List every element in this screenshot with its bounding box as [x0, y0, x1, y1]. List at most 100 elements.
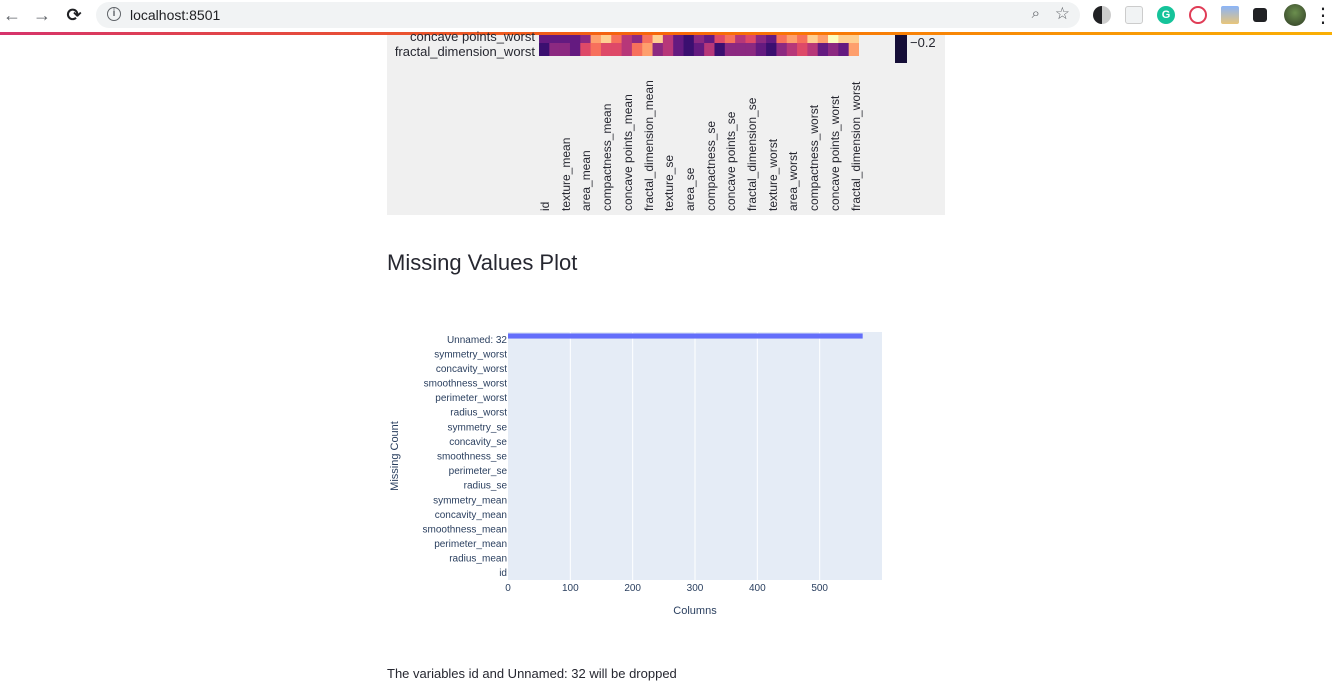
drop-variables-note: The variables id and Unnamed: 32 will be… [387, 666, 677, 681]
heatmap-cell [631, 35, 643, 43]
heatmap-row-label: fractal_dimension_worst [394, 44, 535, 59]
zoom-icon[interactable]: ⌕ [1031, 5, 1040, 22]
missing-values-chart[interactable]: 0 100 200 300 400 500 id radius_mean perimeter_m… [387, 320, 887, 620]
heatmap-column-label: concave points_mean [620, 94, 635, 211]
heatmap-cell [735, 35, 746, 43]
colorbar-tick-label: −0.2 [910, 35, 936, 50]
bar [508, 333, 863, 339]
heatmap-row-label: concave points_worst [409, 29, 535, 44]
y-tick-label: symmetry_worst [434, 349, 507, 360]
y-tick-label: symmetry_mean [433, 495, 507, 506]
heatmap-cell [611, 43, 622, 56]
heatmap-cell [549, 35, 561, 43]
correlation-heatmap: concave points_worst fractal_dimension_w… [387, 29, 945, 215]
heatmap-cell [600, 43, 612, 56]
heatmap-cell [539, 35, 550, 43]
heatmap-cell [776, 35, 788, 43]
heatmap-cell [735, 43, 746, 56]
heatmap-cell [673, 35, 684, 43]
y-tick-label: symmetry_se [448, 422, 508, 433]
reload-icon[interactable]: ⟳ [66, 4, 82, 25]
y-tick-label: perimeter_se [449, 466, 508, 477]
heatmap-cell [590, 35, 602, 43]
heatmap-cell [807, 43, 819, 56]
heatmap-cell [662, 35, 674, 43]
heatmap-cell [848, 43, 859, 56]
y-tick-label: smoothness_worst [424, 379, 508, 390]
heatmap-column-label: fractal_dimension_worst [848, 81, 863, 211]
heatmap-cell [704, 43, 715, 56]
heatmap-column-label: compactness_mean [600, 103, 615, 211]
heatmap-colorbar [895, 35, 907, 63]
heatmap-cell [642, 43, 653, 56]
heatmap-cell [642, 35, 653, 43]
back-icon[interactable]: ← [3, 4, 21, 25]
heatmap-cell [724, 43, 736, 56]
heatmap-cell [693, 35, 705, 43]
reader-extension-icon[interactable] [1125, 6, 1143, 24]
heatmap-cell [621, 43, 633, 56]
heatmap-cell [714, 43, 726, 56]
heatmap-column-label: fractal_dimension_se [745, 97, 759, 211]
y-axis-title: Missing Count [389, 421, 401, 491]
profile-avatar[interactable] [1284, 4, 1306, 26]
more-menu-icon[interactable]: ⋮ [1313, 4, 1332, 27]
heatmap-cell [828, 35, 839, 43]
y-tick-label: smoothness_mean [423, 524, 508, 535]
heatmap-cell [662, 43, 674, 56]
heatmap-column-label: fractal_dimension_mean [641, 80, 656, 211]
contrast-extension-icon[interactable] [1093, 6, 1111, 24]
heatmap-cell [559, 43, 571, 56]
address-bar[interactable]: i localhost:8501 ⌕ ☆ [96, 2, 1080, 28]
bookmark-star-icon[interactable]: ☆ [1054, 4, 1070, 23]
forward-icon[interactable]: → [33, 4, 51, 25]
heatmap-cell [766, 43, 777, 56]
heatmap-cell [714, 35, 726, 43]
loading-progress-bar [0, 32, 1332, 35]
puzzle-extensions-icon[interactable] [1253, 8, 1267, 22]
image-extension-icon[interactable] [1221, 6, 1239, 24]
heatmap-cell [724, 35, 736, 43]
heatmap-cell [838, 43, 850, 56]
heatmap-cell [673, 43, 684, 56]
y-tick-label: radius_se [464, 481, 508, 492]
heatmap-cell [652, 35, 664, 43]
heatmap-cell [621, 35, 633, 43]
heatmap-column-label: compactness_worst [807, 104, 822, 211]
heatmap-cell [817, 35, 829, 43]
heatmap-cell [580, 35, 592, 43]
heatmap-cells [539, 35, 859, 56]
browser-toolbar: ← → ⟳ i localhost:8501 ⌕ ☆ G ⋮ [0, 0, 1332, 32]
heatmap-cell [549, 43, 561, 56]
heatmap-cell [693, 43, 705, 56]
heatmap-column-label: area_se [682, 167, 697, 211]
x-tick-label: 500 [811, 583, 828, 594]
x-tick-label: 400 [749, 583, 766, 594]
swirl-extension-icon[interactable] [1189, 6, 1207, 24]
heatmap-column-label: id [538, 201, 552, 211]
y-tick-label: perimeter_mean [434, 539, 507, 550]
x-axis-title: Columns [673, 605, 717, 617]
heatmap-column-label: concave points_se [724, 111, 739, 211]
heatmap-cell [766, 35, 777, 43]
heatmap-cell [683, 35, 695, 43]
heatmap-cell [580, 43, 592, 56]
info-icon[interactable]: i [107, 7, 121, 21]
grammarly-icon[interactable]: G [1157, 6, 1175, 24]
heatmap-cell [539, 43, 550, 56]
y-tick-label: perimeter_worst [435, 393, 507, 404]
heatmap-column-label: concave points_worst [827, 95, 842, 211]
y-tick-label: radius_worst [450, 408, 507, 419]
heatmap-cell [807, 35, 819, 43]
heatmap-cell [611, 35, 622, 43]
x-tick-label: 200 [624, 583, 641, 594]
heatmap-cell [797, 35, 808, 43]
x-tick-label: 0 [505, 583, 511, 594]
heatmap-cell [776, 43, 788, 56]
heatmap-cell [683, 43, 695, 56]
url-text[interactable]: localhost:8501 [130, 7, 221, 23]
heatmap-cell [704, 35, 715, 43]
heatmap-cell [600, 35, 612, 43]
heatmap-cell [569, 43, 581, 56]
heatmap-cell [745, 43, 757, 56]
